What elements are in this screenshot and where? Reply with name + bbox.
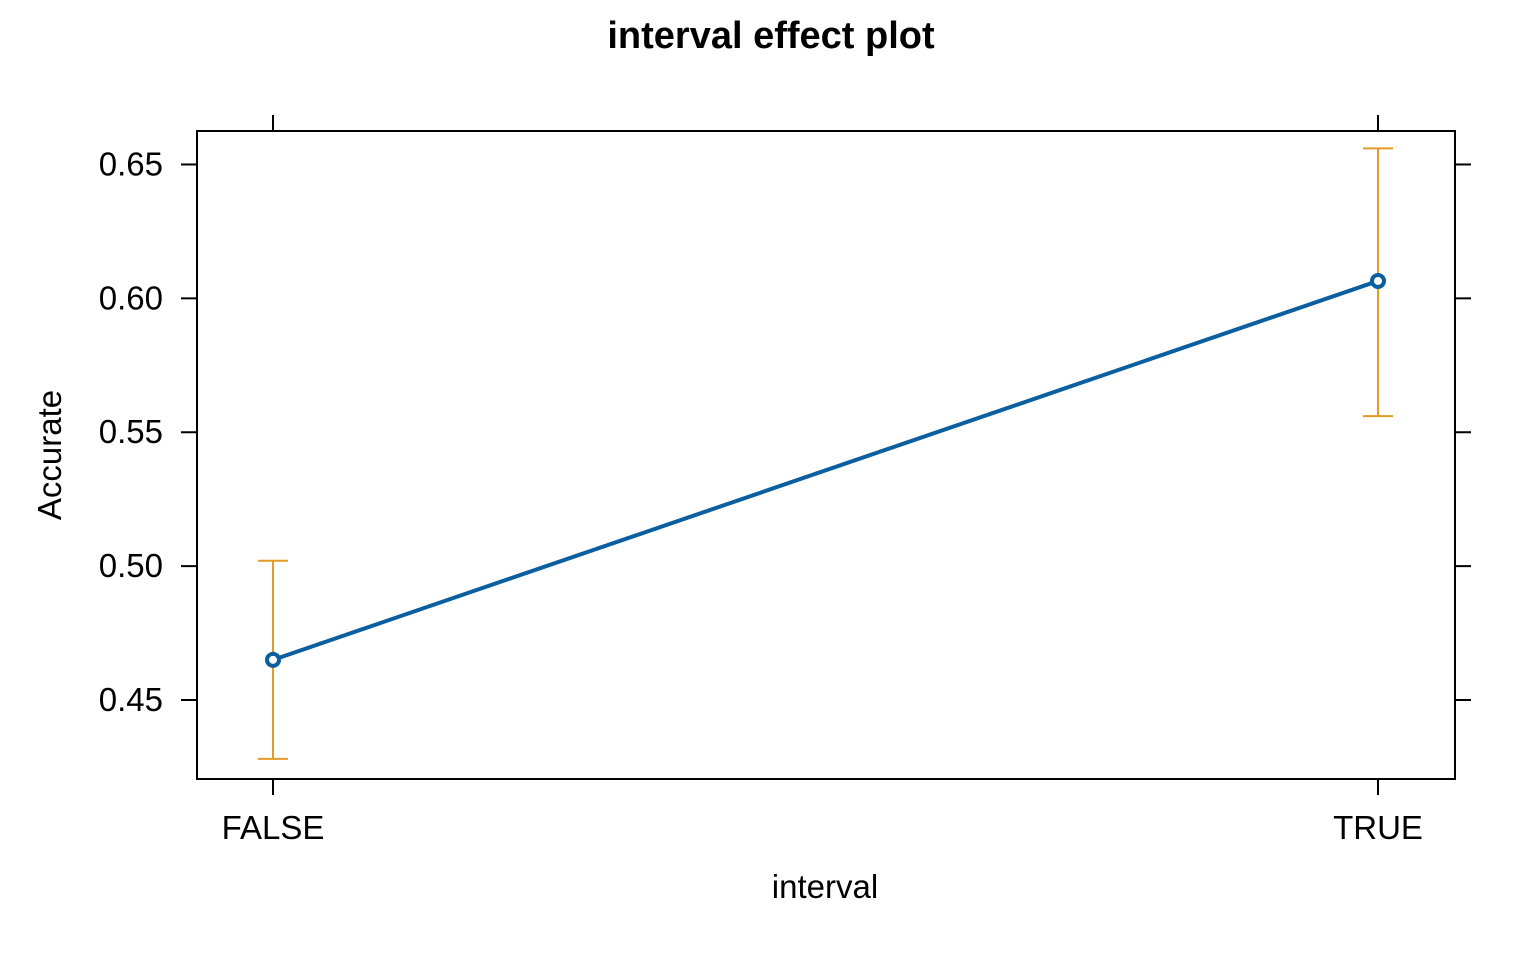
plot-frame	[196, 130, 1456, 780]
x-axis-label: interval	[772, 868, 878, 905]
x-tick-label-1: TRUE	[1333, 809, 1423, 846]
chart-title: interval effect plot	[607, 15, 935, 57]
x-tick-label-0: FALSE	[222, 809, 325, 846]
y-tick-label-1: 0.50	[99, 547, 163, 584]
y-axis-label: Accurate	[31, 390, 68, 520]
error-bars	[258, 147, 1393, 760]
y-tick-label-2: 0.55	[99, 413, 163, 450]
y-tick-label-0: 0.45	[99, 681, 163, 718]
series-line-0	[272, 279, 1379, 662]
y-tick-label-4: 0.65	[99, 145, 163, 182]
y-tick-label-3: 0.60	[99, 279, 163, 316]
data-point-0	[265, 651, 281, 668]
data-point-1	[1370, 272, 1386, 289]
y-axis: 0.45 0.50 0.55 0.60 0.65	[99, 145, 1471, 718]
series-line	[265, 272, 1386, 668]
x-axis: FALSE TRUE	[222, 115, 1423, 846]
